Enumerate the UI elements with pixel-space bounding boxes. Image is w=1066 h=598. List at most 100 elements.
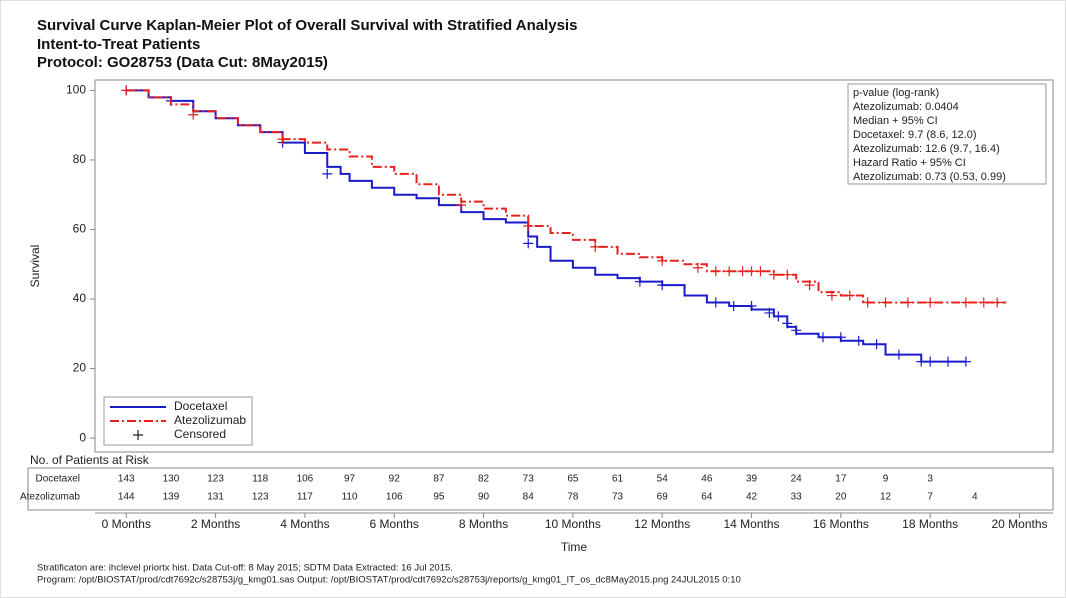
censor-mark [322,168,333,179]
x-tick-label: 14 Months [724,517,780,531]
risk-count: 95 [433,492,445,503]
x-tick-label: 10 Months [545,517,601,531]
censor-mark [692,262,703,273]
risk-count: 46 [701,474,713,485]
risk-count: 20 [835,492,847,503]
risk-count: 106 [386,492,403,503]
censor-mark [768,269,779,280]
censor-mark [925,356,936,367]
annotation-line: Atezolizumab: 0.0404 [853,101,959,113]
risk-count: 54 [657,474,669,485]
censor-mark [804,280,815,291]
risk-count: 73 [523,474,535,485]
risk-table-frame [27,467,1054,511]
y-tick-label: 60 [73,222,87,236]
y-tick-label: 40 [73,291,87,305]
risk-count: 90 [478,492,490,503]
x-tick-label: 6 Months [370,517,419,531]
risk-row-label: Docetaxel [36,474,80,485]
risk-count: 130 [163,474,180,485]
censor-mark [657,280,668,291]
risk-count: 42 [746,492,758,503]
censor-mark [456,200,467,211]
risk-count: 65 [567,474,579,485]
censor-mark [880,297,891,308]
risk-count: 118 [252,474,268,485]
legend-label: Censored [174,427,226,441]
y-tick-label: 0 [79,430,86,444]
annotation-line: Hazard Ratio + 95% CI [853,157,966,169]
x-tick-label: 18 Months [902,517,958,531]
chart-title: Survival Curve Kaplan-Meier Plot of Over… [37,17,577,34]
risk-row-label: Atezolizumab [20,492,80,503]
risk-count: 82 [478,474,490,485]
risk-count: 78 [567,492,579,503]
censor-mark [943,356,954,367]
survival-curve [126,89,1007,304]
plot-frame [94,79,1054,453]
censor-mark [523,238,534,249]
chart-subtitle: Intent-to-Treat Patients [37,36,200,53]
risk-count: 12 [880,492,892,503]
censor-mark [657,255,668,266]
censor-mark [590,241,601,252]
annotation-line: p-value (log-rank) [853,87,939,99]
risk-count: 7 [927,492,933,503]
y-tick-label: 100 [66,83,86,97]
risk-count: 17 [835,474,847,485]
censor-mark [826,290,837,301]
footnote: Stratificaton are: ihclevel priortx hist… [37,563,453,574]
censor-mark [853,335,864,346]
risk-count: 123 [252,492,269,503]
footnote: Program: /opt/BIOSTAT/prod/cdt7692c/s287… [37,575,741,586]
risk-count: 64 [701,492,713,503]
annotation-line: Median + 95% CI [853,115,938,127]
risk-count: 33 [791,492,803,503]
chart-subtitle: Protocol: GO28753 (Data Cut: 8May2015) [37,54,328,71]
censor-mark [844,290,855,301]
risk-table-title: No. of Patients at Risk [30,453,150,467]
legend-label: Atezolizumab [174,413,246,427]
censor-mark [710,266,721,277]
risk-count: 139 [163,492,180,503]
risk-count: 61 [612,474,624,485]
censor-mark [746,300,757,311]
risk-count: 3 [927,474,933,485]
x-axis-label: Time [561,540,588,554]
y-tick-label: 80 [73,152,87,166]
risk-count: 106 [297,474,314,485]
x-tick-label: 16 Months [813,517,869,531]
x-tick-label: 12 Months [634,517,690,531]
censor-mark [871,339,882,350]
censor-mark [773,311,784,322]
risk-count: 69 [657,492,669,503]
censor-mark [764,307,775,318]
risk-count: 87 [433,474,445,485]
censor-mark [728,300,739,311]
censor-mark [724,266,735,277]
x-tick-label: 4 Months [280,517,329,531]
censor-mark [121,85,132,96]
risk-count: 73 [612,492,624,503]
risk-count: 4 [972,492,978,503]
censor-mark [992,297,1003,308]
risk-count: 97 [344,474,356,485]
censor-mark [978,297,989,308]
x-tick-label: 8 Months [459,517,508,531]
legend-label: Docetaxel [174,399,227,413]
x-tick-label: 0 Months [102,517,151,531]
censor-mark [893,349,904,360]
censor-mark [925,297,936,308]
risk-count: 131 [207,492,224,503]
censor-mark [817,332,828,343]
annotation-box [847,83,1047,185]
censor-mark [835,332,846,343]
risk-count: 39 [746,474,758,485]
censor-mark [634,276,645,287]
censor-mark [960,356,971,367]
risk-count: 123 [207,474,224,485]
risk-count: 143 [118,474,135,485]
legend-swatch [133,430,143,440]
risk-count: 144 [118,492,135,503]
